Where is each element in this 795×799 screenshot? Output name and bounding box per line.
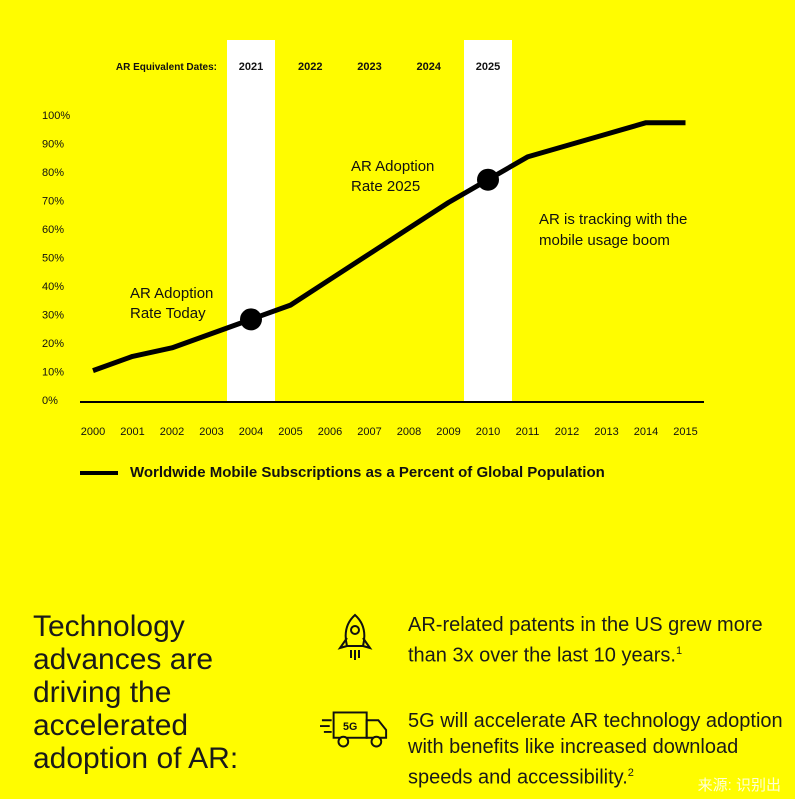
annotation-line2: mobile usage boom (539, 232, 670, 249)
y-tick-label: 60% (42, 224, 64, 236)
x-tick-label: 2005 (278, 426, 302, 438)
feature-5g: 5G 5G will accelerate AR technology adop… (320, 708, 788, 791)
equivalent-date-2021: 2021 (239, 61, 263, 73)
feature-5g-text: 5G will accelerate AR technology adoptio… (408, 710, 783, 789)
x-tick-label: 2014 (634, 426, 658, 438)
equivalent-dates-label: AR Equivalent Dates: (116, 62, 217, 73)
equivalent-date-2022: 2022 (298, 61, 322, 73)
headline: Technology advances are driving the acce… (33, 610, 239, 775)
y-tick-label: 70% (42, 196, 64, 208)
legend-label: Worldwide Mobile Subscriptions as a Perc… (130, 464, 605, 481)
highlight-point-2004 (240, 308, 262, 331)
5g-truck-icon: 5G (320, 708, 390, 750)
feature-patents-text: AR-related patents in the US grew more t… (408, 614, 763, 667)
series-line-mobile-subscriptions (92, 120, 686, 374)
y-tick-label: 10% (42, 367, 64, 379)
y-tick-label: 40% (42, 281, 64, 293)
watermark: 来源: 识别出 (697, 777, 781, 794)
x-tick-label: 2000 (81, 426, 105, 438)
rocket-icon (320, 612, 390, 662)
y-tick-label: 30% (42, 310, 64, 322)
chart-legend: Worldwide Mobile Subscriptions as a Perc… (80, 464, 605, 481)
x-tick-label: 2003 (199, 426, 223, 438)
point-label-line2: Rate Today (130, 305, 206, 322)
x-tick-label: 2002 (160, 426, 184, 438)
y-tick-label: 20% (42, 338, 64, 350)
x-tick-label: 2015 (673, 426, 697, 438)
x-tick-label: 2011 (516, 426, 540, 438)
highlight-band-2025 (464, 40, 512, 402)
point-label-line1: AR Adoption (130, 285, 213, 302)
x-tick-label: 2001 (120, 426, 144, 438)
highlight-band-2021 (227, 40, 275, 402)
equivalent-date-2023: 2023 (357, 61, 381, 73)
x-tick-label: 2010 (476, 426, 500, 438)
truck-5g-label: 5G (343, 721, 357, 733)
y-tick-label: 50% (42, 253, 64, 265)
point-label-line2: Rate 2025 (351, 178, 420, 195)
x-tick-label: 2009 (436, 426, 460, 438)
x-tick-label: 2006 (318, 426, 342, 438)
x-tick-label: 2008 (397, 426, 421, 438)
y-tick-label: 90% (42, 139, 64, 151)
adoption-chart: AR Equivalent Dates: 2021 2022 2023 2024 2025… (42, 40, 704, 438)
legend-line-swatch (80, 470, 118, 475)
equivalent-date-2024: 2024 (417, 61, 442, 73)
x-tick-label: 2013 (594, 426, 618, 438)
x-tick-label: 2004 (239, 426, 263, 438)
annotation-line1: AR is tracking with the (539, 211, 687, 228)
highlight-point-2010 (477, 168, 499, 191)
y-tick-label: 80% (42, 167, 64, 179)
x-tick-label: 2007 (357, 426, 381, 438)
x-tick-label: 2012 (555, 426, 579, 438)
y-tick-label: 0% (42, 395, 58, 407)
feature-patents: AR-related patents in the US grew more t… (320, 612, 788, 669)
y-tick-label: 100% (42, 110, 70, 122)
equivalent-date-2025: 2025 (476, 61, 500, 73)
point-label-line1: AR Adoption (351, 158, 434, 175)
